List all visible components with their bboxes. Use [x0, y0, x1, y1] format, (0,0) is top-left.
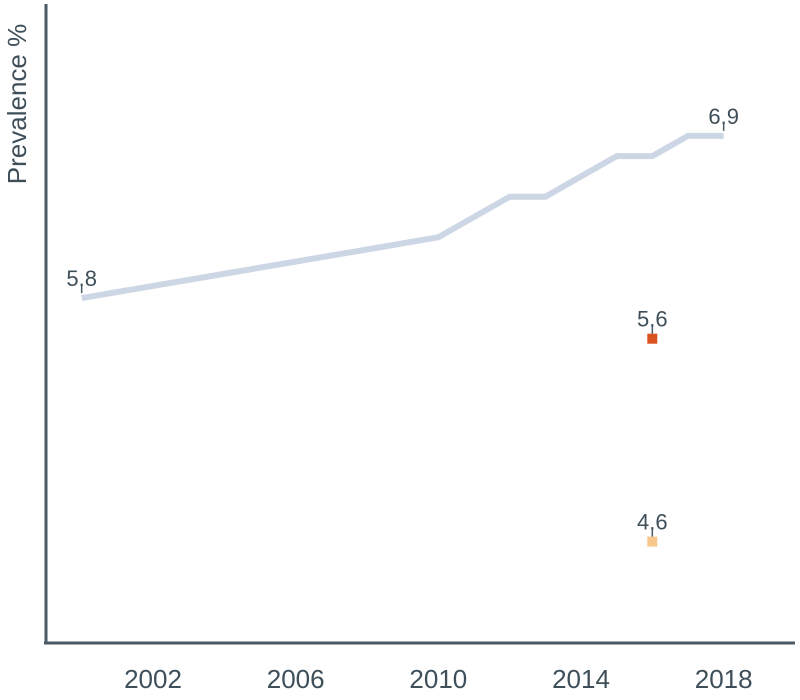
- y-axis-label: Prevalence %: [2, 24, 32, 184]
- x-tick-label-2018: 2018: [695, 664, 753, 694]
- data-label-2-0: 4.6: [637, 510, 668, 535]
- x-tick-label-2002: 2002: [124, 664, 182, 694]
- data-label-0-1: 6.9: [708, 104, 739, 129]
- series-line-0: [81, 132, 724, 302]
- data-label-0-0: 5.8: [66, 266, 97, 291]
- series-point-2-0: [647, 536, 658, 547]
- x-tick-label-2010: 2010: [409, 664, 467, 694]
- x-tick-label-2006: 2006: [267, 664, 325, 694]
- series-point-1-0: [647, 333, 658, 344]
- plot-area: [81, 132, 724, 547]
- x-tick-label-2014: 2014: [552, 664, 610, 694]
- data-labels: 5.8 6.9 5.6 4.6: [66, 104, 739, 537]
- data-label-1-0: 5.6: [637, 307, 668, 332]
- x-axis-ticks: 2002 2006 2010 2014 2018: [124, 664, 753, 694]
